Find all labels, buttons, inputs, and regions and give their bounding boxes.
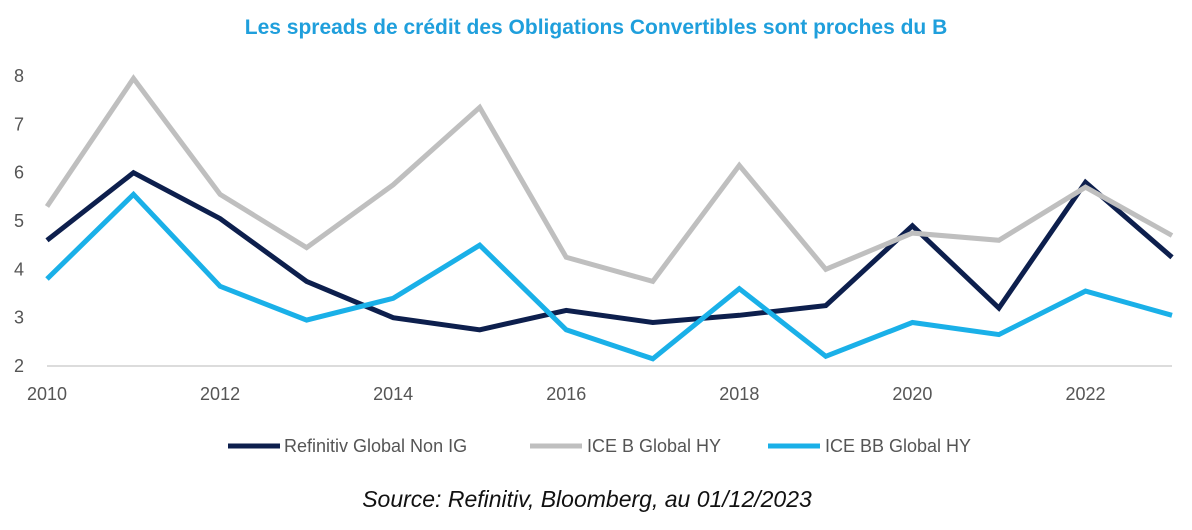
x-tick-label: 2018	[719, 384, 759, 404]
legend-label-2: ICE B Global HY	[587, 436, 721, 456]
y-tick-label: 2	[14, 356, 24, 376]
x-tick-label: 2020	[892, 384, 932, 404]
chart-title: Les spreads de crédit des Obligations Co…	[244, 16, 948, 39]
x-tick-label: 2022	[1065, 384, 1105, 404]
y-tick-label: 6	[14, 163, 24, 183]
x-tick-label: 2014	[373, 384, 413, 404]
series-line-3	[45, 190, 1173, 362]
tick-labels: 2 3 4 5 6 7 8 2010 2012 2014 2016 2018 2020 2022	[14, 66, 1105, 404]
y-tick-label: 8	[14, 66, 24, 86]
y-tick-label: 3	[14, 308, 24, 328]
x-tick-label: 2012	[200, 384, 240, 404]
x-tick-label: 2016	[546, 384, 586, 404]
legend: Refinitiv Global Non IG ICE B Global HY IC…	[228, 436, 971, 456]
y-tick-label: 5	[14, 211, 24, 231]
y-tick-label: 4	[14, 259, 24, 279]
legend-label-3: ICE BB Global HY	[825, 436, 971, 456]
y-tick-label: 7	[14, 114, 24, 134]
source-note: Source: Refinitiv, Bloomberg, au 01/12/2…	[362, 486, 812, 512]
series-line-2	[44, 74, 1174, 285]
legend-label-1: Refinitiv Global Non IG	[284, 436, 467, 456]
series-layer	[44, 74, 1174, 362]
x-tick-label: 2010	[27, 384, 67, 404]
series-line-1	[45, 169, 1174, 333]
